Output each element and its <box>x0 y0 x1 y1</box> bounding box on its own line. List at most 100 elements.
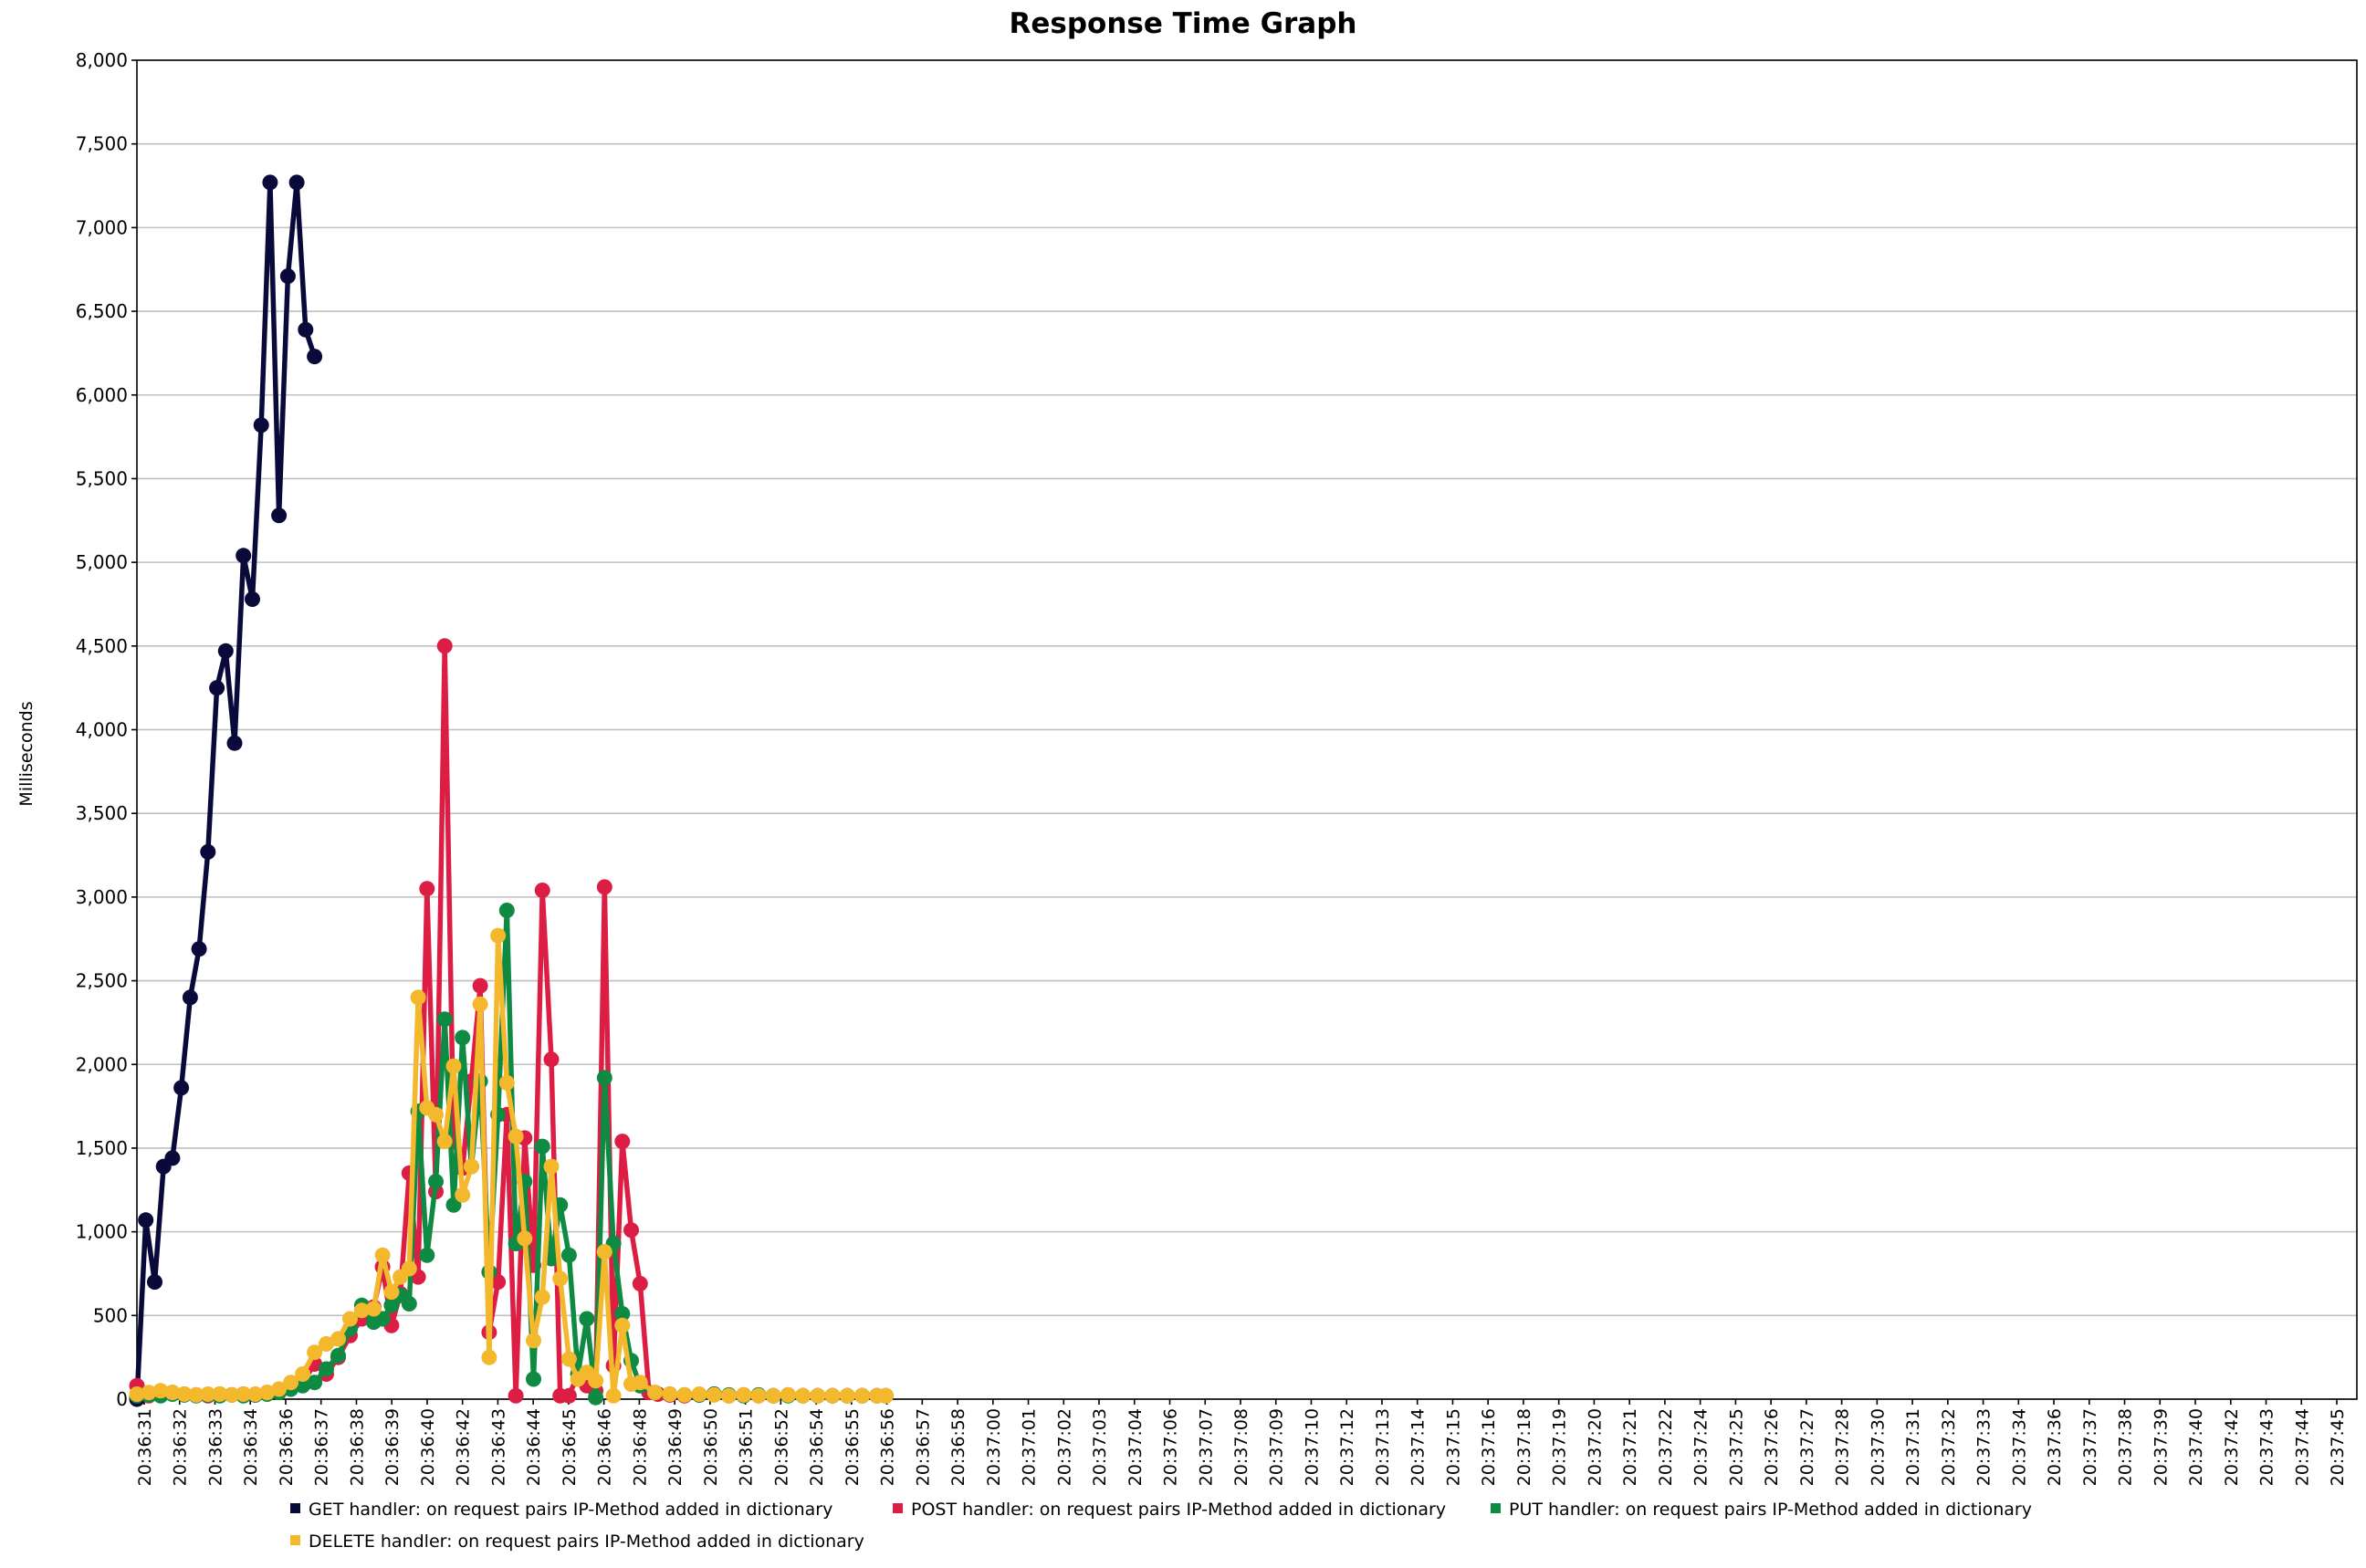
data-point <box>247 1386 264 1402</box>
data-point <box>472 977 488 994</box>
data-point <box>445 1058 462 1074</box>
data-point <box>691 1386 707 1402</box>
data-point <box>436 1011 453 1028</box>
x-tick-label: 20:37:07 <box>1196 1408 1216 1486</box>
data-point <box>173 1080 190 1096</box>
data-point <box>445 1197 462 1213</box>
plot-area-frame <box>136 59 2358 1400</box>
data-point <box>307 349 323 365</box>
data-point <box>810 1387 826 1404</box>
data-point <box>342 1311 358 1327</box>
x-tick-label: 20:37:16 <box>1479 1408 1499 1486</box>
data-point <box>498 1074 515 1091</box>
data-point <box>152 1383 169 1399</box>
x-tick-label: 20:37:12 <box>1337 1408 1357 1486</box>
data-point <box>721 1387 737 1404</box>
y-tick-label: 6,500 <box>76 300 128 322</box>
data-point <box>588 1389 604 1406</box>
y-tick-label: 6,000 <box>76 384 128 406</box>
data-point <box>750 1387 767 1404</box>
y-tick-label: 8,000 <box>76 49 128 71</box>
x-tick-label: 20:37:18 <box>1514 1408 1534 1486</box>
data-point <box>374 1311 391 1327</box>
legend-swatch <box>290 1535 300 1545</box>
legend-item: DELETE handler: on request pairs IP-Meth… <box>290 1531 864 1552</box>
x-tick-label: 20:37:33 <box>1974 1408 1994 1486</box>
x-tick-label: 20:36:36 <box>277 1408 297 1486</box>
data-point <box>780 1386 796 1403</box>
x-tick-label: 20:36:44 <box>524 1408 544 1486</box>
x-tick-label: 20:36:37 <box>312 1408 332 1486</box>
x-tick-label: 20:36:33 <box>205 1408 225 1486</box>
data-point <box>517 1230 533 1247</box>
data-point <box>245 591 260 607</box>
y-axis-label: Milliseconds <box>16 701 37 806</box>
data-point <box>307 1375 323 1391</box>
x-tick-label: 20:37:30 <box>1868 1408 1888 1486</box>
x-axis-ticks: 20:36:31 20:36:32 20:36:33 20:36:34 20:36:36… <box>135 1399 2348 1486</box>
legend-item: PUT handler: on request pairs IP-Method … <box>1491 1500 2032 1520</box>
x-tick-label: 20:37:22 <box>1656 1408 1676 1486</box>
data-point <box>200 843 216 860</box>
x-tick-label: 20:37:25 <box>1726 1408 1746 1486</box>
data-point <box>481 1349 497 1365</box>
x-tick-label: 20:36:57 <box>913 1408 933 1486</box>
x-tick-label: 20:37:28 <box>1833 1408 1853 1486</box>
data-point <box>428 1174 444 1190</box>
series-lines <box>129 174 894 1407</box>
data-point <box>288 174 305 191</box>
data-point <box>436 638 453 654</box>
legend-item: GET handler: on request pairs IP-Method … <box>290 1500 832 1520</box>
x-tick-label: 20:37:03 <box>1090 1408 1110 1486</box>
x-tick-label: 20:37:44 <box>2292 1408 2312 1486</box>
data-point <box>164 1150 181 1166</box>
data-point <box>839 1387 855 1404</box>
x-tick-label: 20:37:15 <box>1443 1408 1463 1486</box>
data-point <box>765 1387 781 1404</box>
y-tick-label: 1,000 <box>76 1221 128 1243</box>
data-point <box>560 1351 577 1367</box>
data-point <box>410 989 426 1006</box>
legend-swatch <box>290 1503 300 1513</box>
data-point <box>877 1387 894 1404</box>
y-tick-label: 2,000 <box>76 1053 128 1075</box>
data-point <box>662 1386 678 1402</box>
data-point <box>419 1247 435 1263</box>
data-point <box>330 1347 346 1364</box>
data-point <box>226 735 243 751</box>
y-tick-label: 2,500 <box>76 970 128 992</box>
x-tick-label: 20:37:14 <box>1408 1408 1429 1486</box>
y-tick-label: 3,500 <box>76 802 128 824</box>
x-tick-label: 20:37:43 <box>2257 1408 2277 1486</box>
legend-item: POST handler: on request pairs IP-Method… <box>893 1500 1446 1520</box>
data-point <box>164 1385 181 1401</box>
data-point <box>824 1387 841 1404</box>
data-point <box>401 1260 417 1277</box>
data-point <box>534 1289 550 1305</box>
data-point <box>623 1222 639 1239</box>
data-point <box>365 1301 382 1317</box>
x-tick-label: 20:36:49 <box>665 1408 686 1486</box>
x-tick-label: 20:36:55 <box>843 1408 863 1486</box>
x-tick-label: 20:36:39 <box>382 1408 403 1486</box>
data-point <box>632 1276 648 1291</box>
legend-label: PUT handler: on request pairs IP-Method … <box>1509 1500 2032 1520</box>
data-point <box>605 1387 622 1404</box>
data-point <box>253 417 269 434</box>
gridlines <box>137 59 2357 1400</box>
data-point <box>795 1387 811 1404</box>
x-tick-label: 20:36:38 <box>347 1408 367 1486</box>
data-point <box>588 1373 604 1389</box>
data-point <box>647 1385 663 1401</box>
data-point <box>236 1386 252 1402</box>
y-tick-label: 5,000 <box>76 551 128 573</box>
x-tick-label: 20:37:10 <box>1302 1408 1322 1486</box>
data-point <box>307 1344 323 1361</box>
legend-label: GET handler: on request pairs IP-Method … <box>309 1500 832 1520</box>
data-point <box>736 1386 752 1403</box>
data-point <box>526 1333 541 1349</box>
data-point <box>463 1158 479 1175</box>
data-point <box>383 1297 400 1313</box>
x-tick-label: 20:37:34 <box>2009 1408 2029 1486</box>
x-tick-label: 20:37:08 <box>1231 1408 1251 1486</box>
